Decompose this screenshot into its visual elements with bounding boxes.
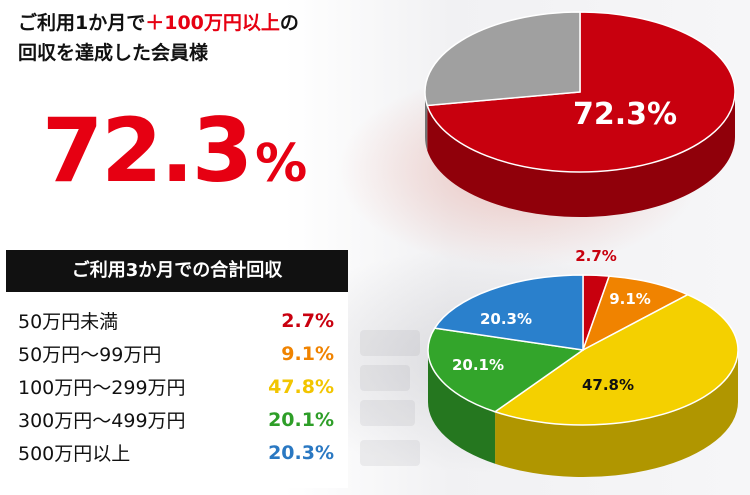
row-value: 20.3% bbox=[268, 441, 334, 464]
headline-text: ご利用1か月で bbox=[18, 12, 146, 34]
pie-chart-1month: 72.3% bbox=[424, 11, 736, 217]
pie-side-wall bbox=[427, 92, 735, 217]
pie-chart-3month: 2.7% 9.1% 47.8% 20.1% 20.3% bbox=[427, 247, 739, 477]
slice-label: 9.1% bbox=[609, 290, 651, 308]
big-percentage-number: 72.3 bbox=[42, 99, 253, 202]
row-value: 20.1% bbox=[268, 408, 334, 431]
breakdown-table: ご利用3か月での合計回収 50万円未満 2.7% 50万円～99万円 9.1% 100万… bbox=[6, 250, 348, 488]
slice-label: 47.8% bbox=[582, 376, 634, 394]
keyboard-key bbox=[360, 365, 410, 391]
pie-slice bbox=[424, 11, 581, 107]
table-row: 50万円未満 2.7% bbox=[6, 304, 348, 337]
headline-highlight: ＋100万円以上 bbox=[145, 12, 280, 34]
slice-label: 20.3% bbox=[480, 310, 532, 328]
table-row: 100万円～299万円 47.8% bbox=[6, 370, 348, 403]
slice-label: 72.3% bbox=[573, 97, 677, 132]
table-row: 50万円～99万円 9.1% bbox=[6, 337, 348, 370]
table-title: ご利用3か月での合計回収 bbox=[6, 250, 348, 292]
big-percentage-unit: % bbox=[255, 134, 307, 194]
slice-label: 20.1% bbox=[452, 356, 504, 374]
row-label: 50万円～99万円 bbox=[18, 344, 162, 366]
headline-particle: の bbox=[279, 12, 299, 34]
table-row: 300万円～499万円 20.1% bbox=[6, 403, 348, 436]
row-label: 50万円未満 bbox=[18, 311, 119, 333]
row-value: 2.7% bbox=[281, 309, 334, 332]
pie-slice bbox=[427, 327, 585, 413]
pie-slice bbox=[581, 275, 690, 352]
keyboard-key bbox=[360, 400, 415, 426]
slice-label: 2.7% bbox=[575, 247, 617, 265]
row-value: 9.1% bbox=[281, 342, 334, 365]
pie-slice bbox=[426, 11, 736, 173]
keyboard-key bbox=[360, 440, 420, 466]
row-label: 500万円以上 bbox=[18, 443, 131, 465]
row-label: 300万円～499万円 bbox=[18, 410, 186, 432]
headline-line2: 回収を達成した会員様 bbox=[18, 42, 209, 64]
headline: ご利用1か月で＋100万円以上の 回収を達成した会員様 bbox=[18, 8, 348, 68]
pie-side-wall bbox=[428, 350, 496, 464]
pie-side-wall bbox=[425, 92, 428, 151]
pie-side-wall bbox=[495, 350, 738, 477]
row-label: 100万円～299万円 bbox=[18, 377, 186, 399]
table-row: 500万円以上 20.3% bbox=[6, 436, 348, 469]
row-value: 47.8% bbox=[268, 375, 334, 398]
keyboard-key bbox=[360, 330, 420, 356]
pie-slice bbox=[493, 293, 739, 426]
big-percentage: 72.3% bbox=[42, 96, 307, 219]
pie-slice bbox=[433, 274, 584, 351]
